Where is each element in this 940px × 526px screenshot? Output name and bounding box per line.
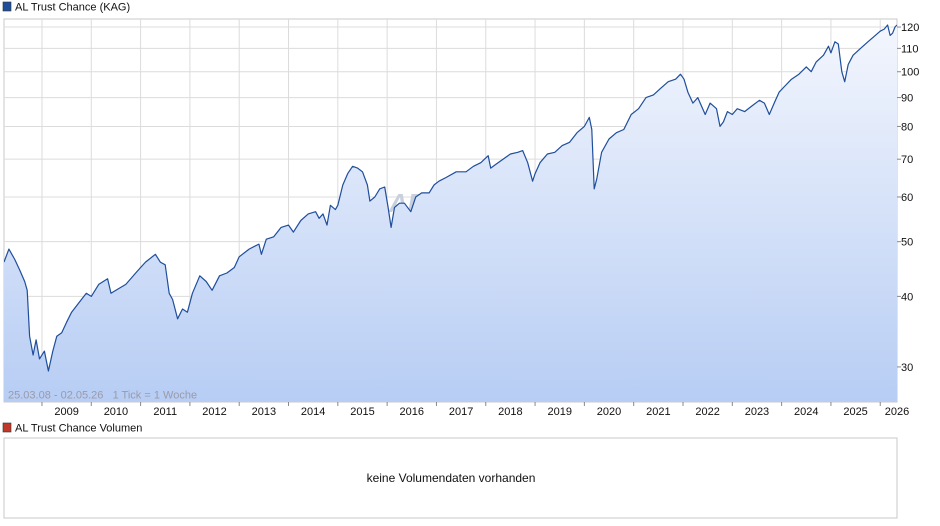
- y-tick-label: 120: [901, 22, 919, 34]
- x-tick-label: 2014: [301, 406, 325, 418]
- x-tick-label: 2016: [400, 406, 424, 418]
- x-tick-label: 2010: [104, 406, 128, 418]
- volume-legend-swatch: [2, 422, 12, 433]
- price-line: [4, 24, 897, 372]
- x-tick-label: 2026: [885, 406, 909, 418]
- y-axis-ticks: 30 40 50 60 70 80 90 100 110 120: [897, 22, 919, 374]
- x-tick-label: 2019: [547, 406, 571, 418]
- price-legend-label: AL Trust Chance (KAG): [15, 2, 130, 14]
- volume-legend-label: AL Trust Chance Volumen: [15, 423, 142, 435]
- y-tick-label: 80: [901, 121, 913, 133]
- y-tick-label: 60: [901, 192, 913, 204]
- y-tick-label: 50: [901, 237, 913, 249]
- price-legend-swatch: [2, 1, 12, 12]
- volume-plot-area: [3, 437, 898, 519]
- x-tick-label: 2023: [745, 406, 769, 418]
- no-volume-message: keine Volumendaten vorhanden: [367, 471, 536, 485]
- y-tick-label: 30: [901, 362, 913, 374]
- y-tick-label: 70: [901, 154, 913, 166]
- x-tick-label: 2020: [597, 406, 621, 418]
- x-tick-label: 2009: [54, 406, 78, 418]
- x-tick-label: 2021: [646, 406, 670, 418]
- x-tick-label: 2013: [252, 406, 276, 418]
- y-tick-label: 90: [901, 93, 913, 105]
- price-area: [4, 25, 897, 402]
- x-axis-ticks: 2009 2010 2011 2012 2013 2014 2015 2016 2017 2018…: [41, 402, 909, 418]
- x-tick-label: 2024: [794, 406, 818, 418]
- x-tick-label: 2011: [153, 406, 177, 418]
- y-tick-label: 110: [901, 43, 919, 55]
- x-tick-label: 2015: [350, 406, 374, 418]
- x-tick-label: 2022: [695, 406, 719, 418]
- x-tick-label: 2012: [202, 406, 226, 418]
- x-tick-label: 2025: [843, 406, 867, 418]
- x-tick-label: 2018: [498, 406, 522, 418]
- x-tick-label: 2017: [449, 406, 473, 418]
- y-tick-label: 100: [901, 67, 919, 79]
- date-range-info: 25.03.08 - 02.05.26 1 Tick = 1 Woche: [8, 390, 197, 402]
- y-tick-label: 40: [901, 291, 913, 303]
